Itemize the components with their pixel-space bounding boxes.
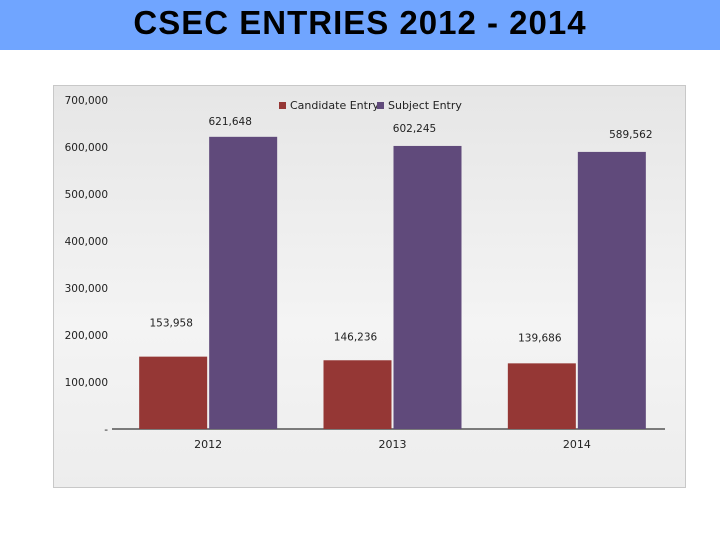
legend-label: Candidate Entry <box>290 99 379 112</box>
bar <box>323 360 392 429</box>
slide-title: CSEC ENTRIES 2012 - 2014 <box>133 4 587 41</box>
y-tick-label: - <box>104 424 108 436</box>
x-tick-label: 2014 <box>563 438 591 451</box>
y-tick-label: 200,000 <box>65 330 108 342</box>
bar <box>209 136 278 429</box>
legend-label: Subject Entry <box>388 99 462 112</box>
y-tick-label: 600,000 <box>65 142 108 154</box>
x-tick-label: 2012 <box>194 438 222 451</box>
y-tick-label: 300,000 <box>65 283 108 295</box>
data-label: 589,562 <box>609 129 652 141</box>
y-tick-label: 700,000 <box>65 95 108 107</box>
title-bar <box>0 0 720 50</box>
data-label: 602,245 <box>393 123 436 135</box>
x-tick-label: 2013 <box>379 438 407 451</box>
y-tick-label: 400,000 <box>65 236 108 248</box>
bar <box>393 145 462 429</box>
bar <box>139 356 208 429</box>
legend-swatch <box>279 102 286 109</box>
y-tick-label: 500,000 <box>65 189 108 201</box>
bar <box>577 151 646 429</box>
data-label: 139,686 <box>518 332 562 344</box>
data-label: 146,236 <box>334 331 378 343</box>
data-label: 621,648 <box>208 116 251 128</box>
legend-swatch <box>377 102 384 109</box>
y-tick-label: 100,000 <box>65 377 108 389</box>
bar <box>507 363 576 429</box>
data-label: 153,958 <box>149 318 192 330</box>
